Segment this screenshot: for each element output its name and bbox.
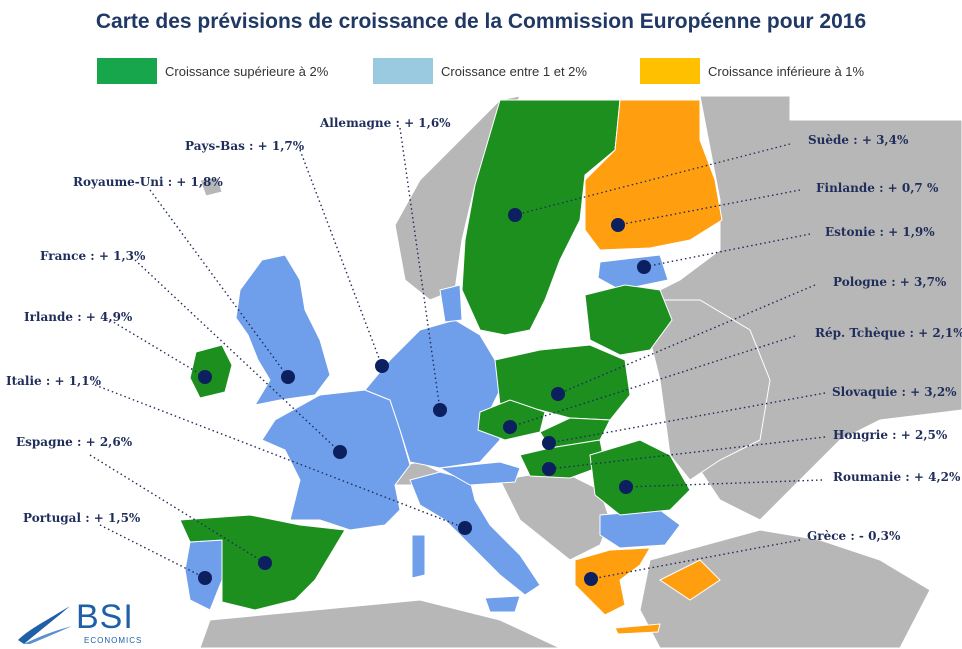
low-growth-countries bbox=[574, 99, 723, 635]
label-france: France : + 1,3% bbox=[40, 249, 146, 263]
legend-item-low: Croissance inférieure à 1% bbox=[640, 58, 864, 84]
marker-irlande bbox=[198, 370, 212, 384]
leader-lines bbox=[89, 127, 826, 580]
marker-roumanie bbox=[619, 480, 633, 494]
country-roumanie bbox=[589, 439, 691, 516]
label-pays-bas: Pays-Bas : + 1,7% bbox=[185, 139, 305, 153]
label-italie: Italie : + 1,1% bbox=[6, 374, 101, 388]
marker-grece bbox=[584, 572, 598, 586]
legend-swatch-low bbox=[640, 58, 700, 84]
marker-allemagne bbox=[433, 403, 447, 417]
marker-italie bbox=[458, 521, 472, 535]
label-allemagne: Allemagne : + 1,6% bbox=[320, 116, 451, 130]
marker-espagne bbox=[258, 556, 272, 570]
logo-name: BSI bbox=[76, 598, 134, 636]
label-roumanie: Roumanie : + 4,2% bbox=[833, 470, 961, 484]
marker-finlande bbox=[611, 218, 625, 232]
country-irlande bbox=[189, 344, 233, 399]
marker-royaume-uni bbox=[281, 370, 295, 384]
marker-pologne bbox=[551, 387, 565, 401]
label-pologne: Pologne : + 3,7% bbox=[833, 275, 947, 289]
legend-item-mid: Croissance entre 1 et 2% bbox=[373, 58, 587, 84]
label-espagne: Espagne : + 2,6% bbox=[16, 435, 133, 449]
marker-portugal bbox=[198, 571, 212, 585]
country-estonie bbox=[597, 254, 669, 291]
logo-sub: ECONOMICS bbox=[84, 636, 143, 645]
legend-label-mid: Croissance entre 1 et 2% bbox=[441, 63, 587, 79]
marker-france bbox=[333, 445, 347, 459]
legend-swatch-mid bbox=[373, 58, 433, 84]
label-suede: Suède : + 3,4% bbox=[808, 133, 909, 147]
non-eu-land bbox=[199, 96, 962, 648]
label-irlande: Irlande : + 4,9% bbox=[24, 310, 133, 324]
marker-pays-bas bbox=[375, 359, 389, 373]
label-estonie: Estonie : + 1,9% bbox=[825, 225, 935, 239]
high-growth-countries bbox=[179, 99, 691, 611]
marker-rep-tcheque bbox=[503, 420, 517, 434]
country-france bbox=[261, 389, 411, 531]
label-hongrie: Hongrie : + 2,5% bbox=[833, 428, 948, 442]
bsi-logo: BSI ECONOMICS bbox=[14, 598, 144, 645]
marker-suede bbox=[508, 208, 522, 222]
country-royaume-uni bbox=[235, 254, 331, 406]
country-markers bbox=[198, 208, 651, 586]
label-royaume-uni: Royaume-Uni : + 1,8% bbox=[73, 175, 223, 189]
mid-growth-countries bbox=[184, 254, 681, 613]
europe-map bbox=[89, 96, 962, 648]
marker-estonie bbox=[637, 260, 651, 274]
label-finlande: Finlande : + 0,7 % bbox=[816, 181, 939, 195]
page-title: Carte des prévisions de croissance de la… bbox=[95, 10, 867, 33]
country-grece bbox=[574, 547, 651, 616]
label-rep-tcheque: Rép. Tchèque : + 2,1% bbox=[815, 326, 962, 340]
legend-label-high: Croissance supérieure à 2% bbox=[165, 63, 329, 79]
bsi-logo-icon bbox=[18, 606, 72, 644]
marker-hongrie bbox=[542, 462, 556, 476]
legend-item-high: Croissance supérieure à 2% bbox=[97, 58, 328, 84]
country-suede bbox=[461, 99, 621, 336]
marker-slovaquie bbox=[542, 436, 556, 450]
label-portugal: Portugal : + 1,5% bbox=[23, 511, 141, 525]
label-slovaquie: Slovaquie : + 3,2% bbox=[832, 385, 957, 399]
country-finlande bbox=[584, 99, 723, 251]
legend-swatch-high bbox=[97, 58, 157, 84]
label-grece: Grèce : - 0,3% bbox=[807, 529, 901, 543]
legend-label-low: Croissance inférieure à 1% bbox=[708, 63, 865, 79]
